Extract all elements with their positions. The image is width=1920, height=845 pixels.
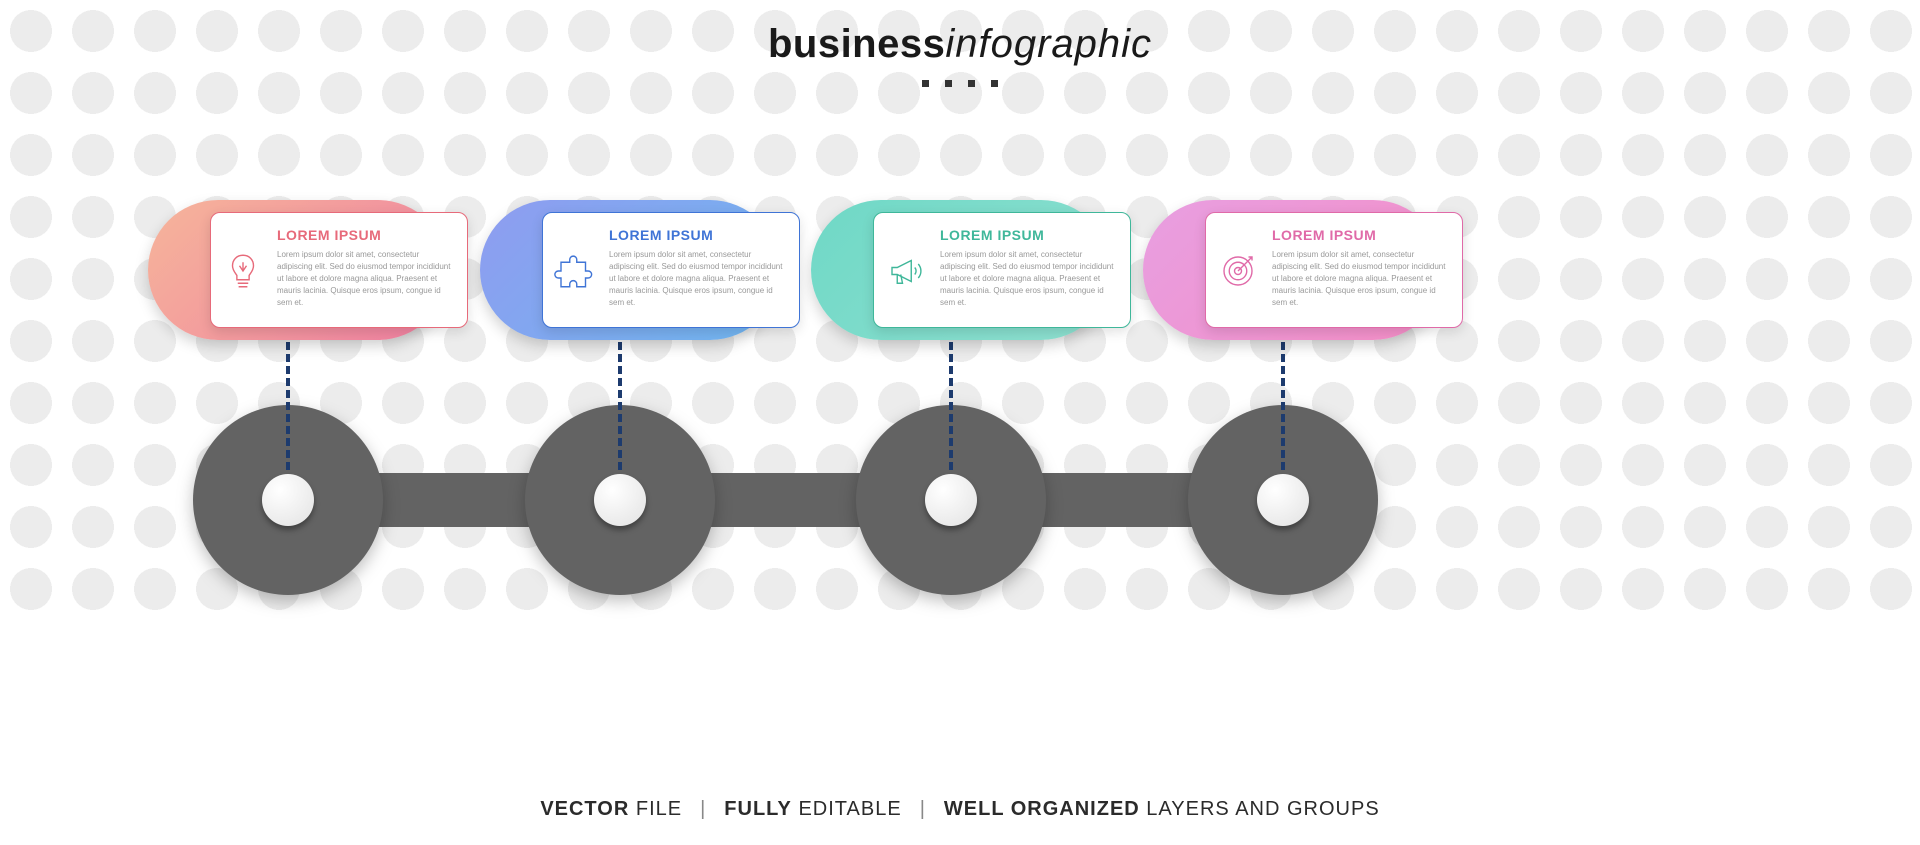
footer-light: LAYERS AND GROUPS <box>1140 798 1380 820</box>
step-body: Lorem ipsum dolor sit amet, consectetur … <box>609 249 785 309</box>
footer-bold: VECTOR <box>540 798 629 820</box>
step-title: LOREM IPSUM <box>940 227 1116 243</box>
target-icon <box>1217 250 1259 292</box>
puzzle-icon <box>554 250 596 292</box>
dash-connector <box>286 330 290 470</box>
footer-bold: FULLY <box>724 798 792 820</box>
step-body: Lorem ipsum dolor sit amet, consectetur … <box>940 249 1116 309</box>
page-title: businessinfographic <box>0 22 1920 67</box>
title-dots <box>0 74 1920 92</box>
lightbulb-icon <box>222 250 264 292</box>
step-3: LOREM IPSUM Lorem ipsum dolor sit amet, c… <box>845 200 1145 340</box>
step-4: LOREM IPSUM Lorem ipsum dolor sit amet, c… <box>1177 200 1477 340</box>
dash-connector <box>949 330 953 470</box>
step-2: LOREM IPSUM Lorem ipsum dolor sit amet, c… <box>514 200 814 340</box>
footer-bold: WELL ORGANIZED <box>944 798 1140 820</box>
title-word-2: infographic <box>945 22 1152 66</box>
step-1: LOREM IPSUM Lorem ipsum dolor sit amet, c… <box>182 200 482 340</box>
dash-connector <box>1281 330 1285 470</box>
footer-separator: | <box>700 798 706 820</box>
footer-light: EDITABLE <box>792 798 902 820</box>
footer-separator: | <box>920 798 926 820</box>
footer: VECTOR FILE | FULLY EDITABLE | WELL ORGANIZE… <box>0 798 1920 821</box>
step-title: LOREM IPSUM <box>277 227 453 243</box>
dash-connector <box>618 330 622 470</box>
step-body: Lorem ipsum dolor sit amet, consectetur … <box>1272 249 1448 309</box>
step-title: LOREM IPSUM <box>1272 227 1448 243</box>
footer-light: FILE <box>629 798 682 820</box>
title-word-1: business <box>768 22 945 66</box>
step-title: LOREM IPSUM <box>609 227 785 243</box>
step-body: Lorem ipsum dolor sit amet, consectetur … <box>277 249 453 309</box>
megaphone-icon <box>885 250 927 292</box>
